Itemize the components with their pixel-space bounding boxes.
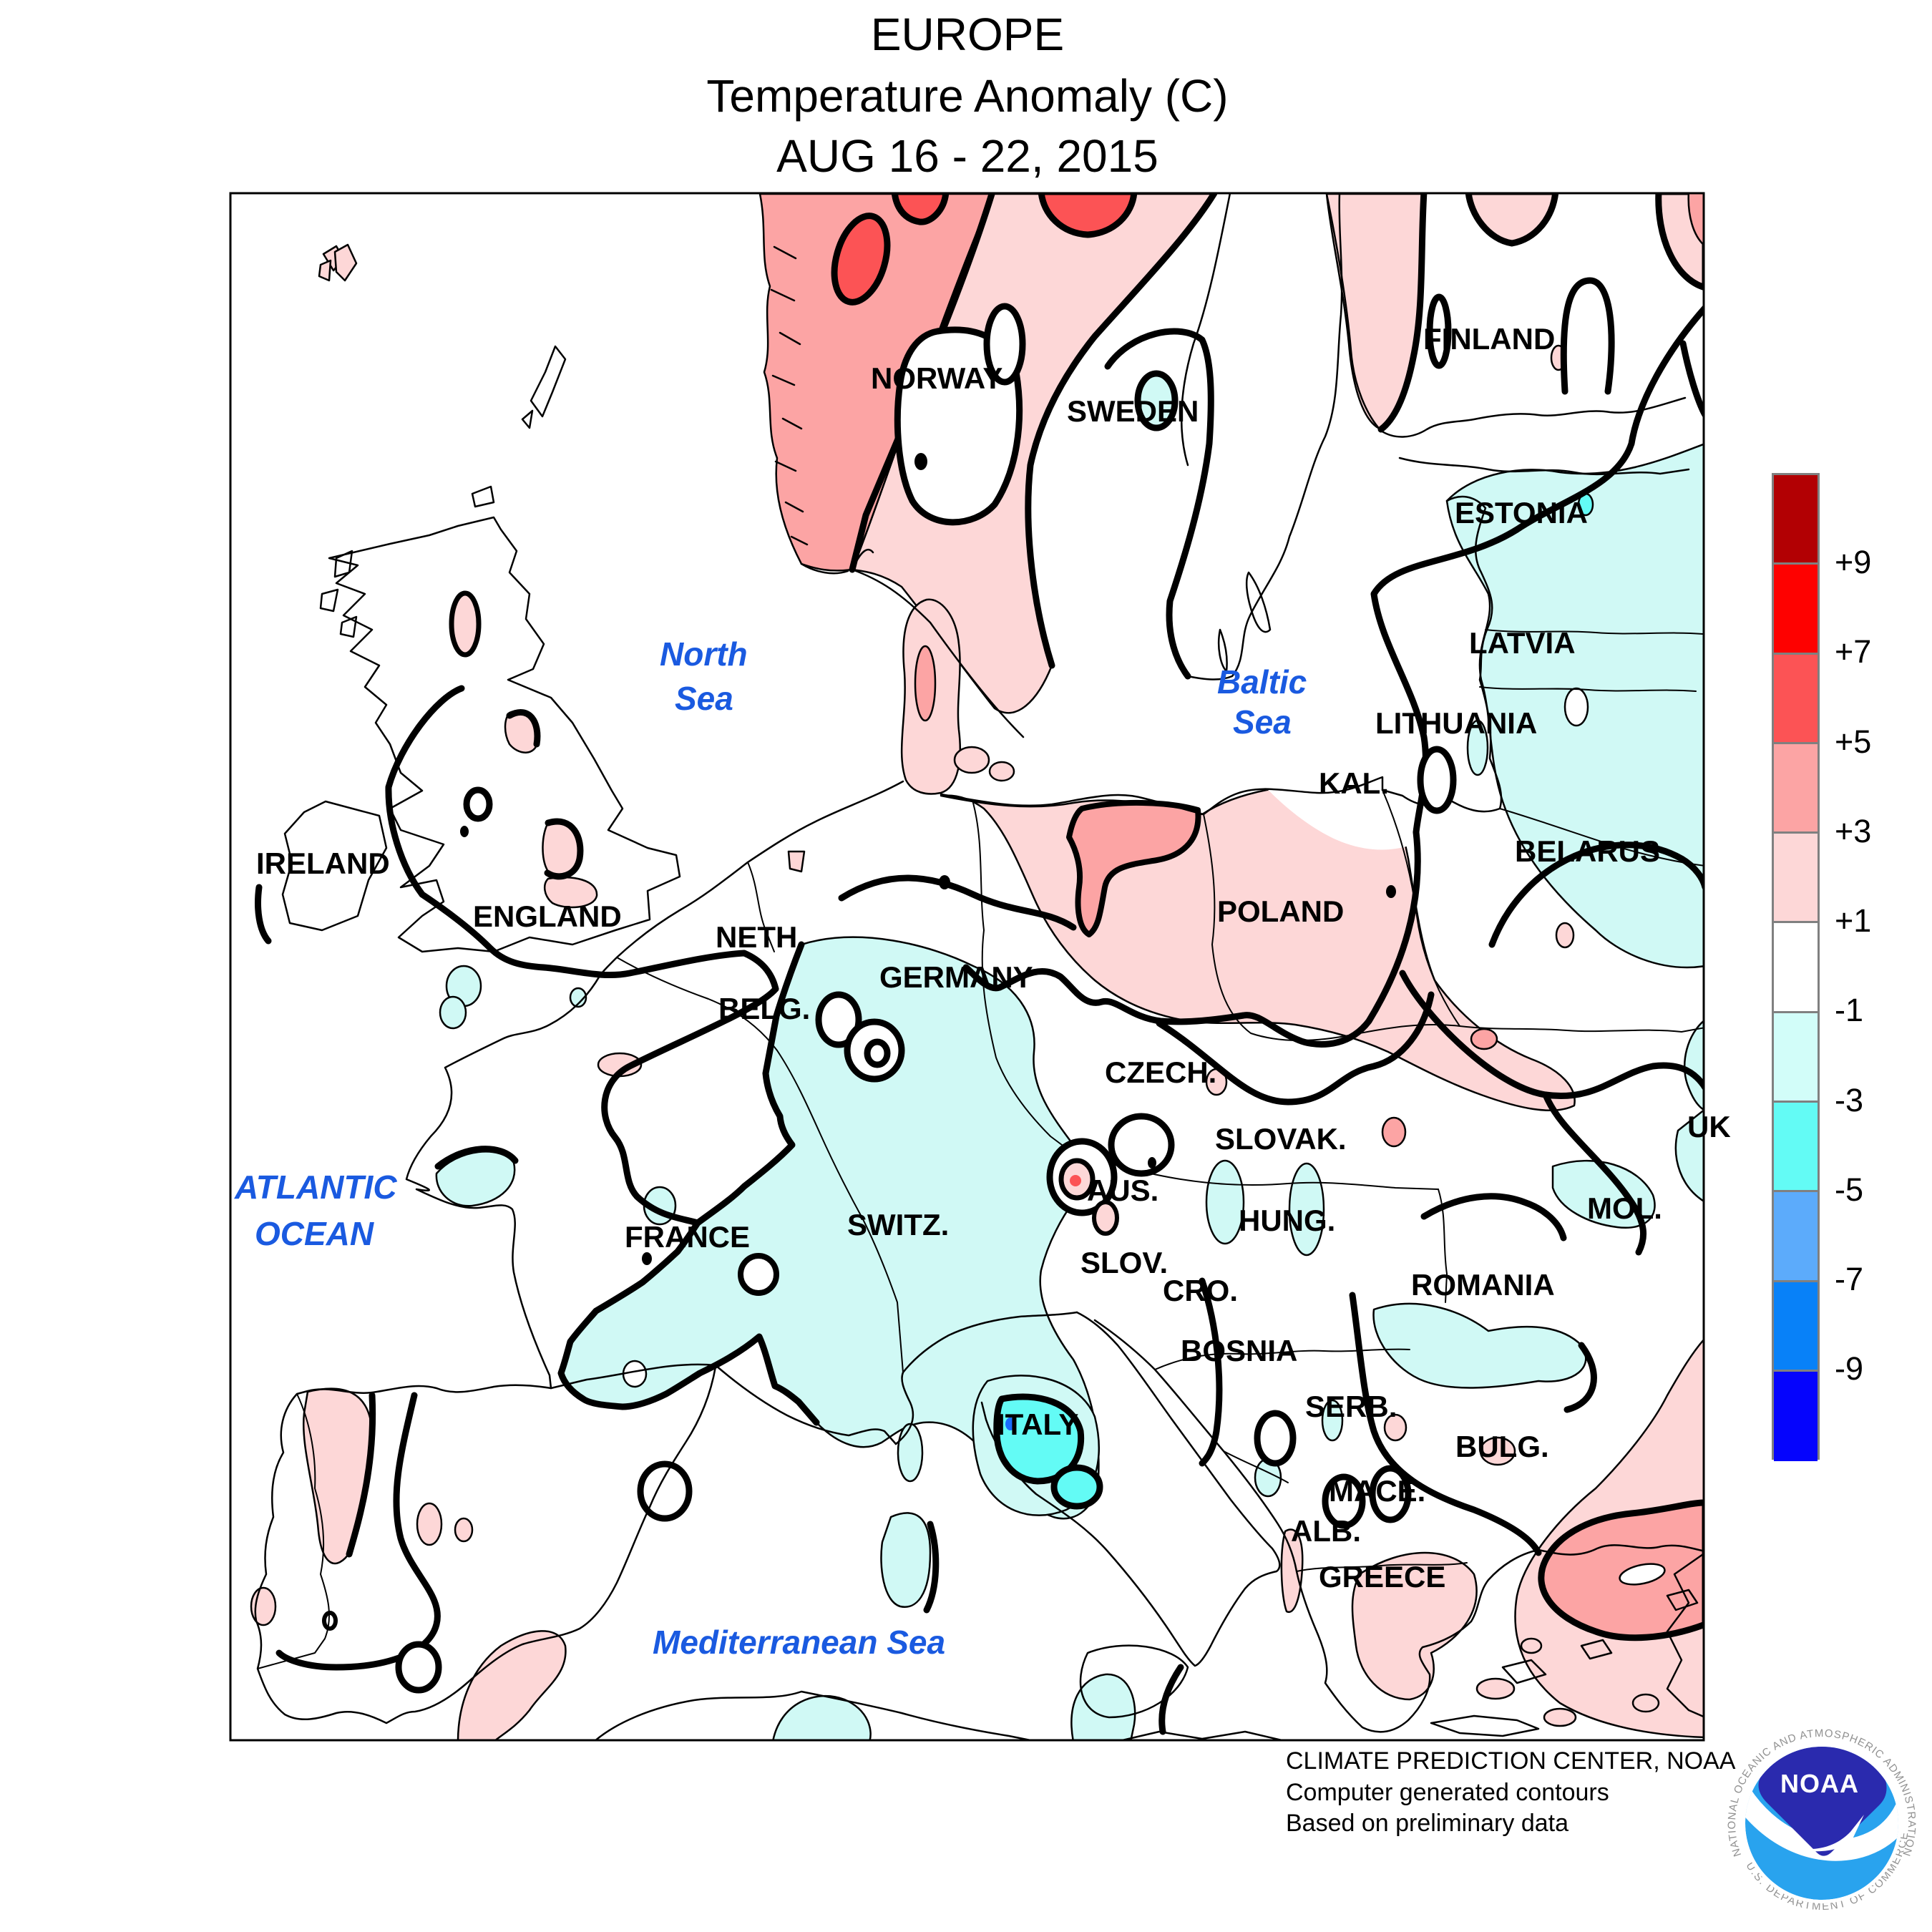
svg-text:North: North xyxy=(660,635,748,673)
svg-text:MACE.: MACE. xyxy=(1329,1474,1425,1508)
svg-text:Mediterranean Sea: Mediterranean Sea xyxy=(653,1624,945,1661)
svg-text:OCEAN: OCEAN xyxy=(255,1215,374,1252)
svg-text:BOSNIA: BOSNIA xyxy=(1181,1334,1297,1367)
svg-text:ESTONIA: ESTONIA xyxy=(1455,496,1588,530)
svg-text:SERB.: SERB. xyxy=(1305,1390,1397,1423)
svg-text:FRANCE: FRANCE xyxy=(625,1220,750,1254)
svg-text:UK: UK xyxy=(1687,1110,1731,1143)
svg-text:SLOVAK.: SLOVAK. xyxy=(1215,1122,1347,1156)
svg-text:SWITZ.: SWITZ. xyxy=(847,1208,949,1241)
svg-text:ENGLAND: ENGLAND xyxy=(473,899,622,933)
svg-text:LITHUANIA: LITHUANIA xyxy=(1375,706,1537,740)
svg-text:ALB.: ALB. xyxy=(1291,1514,1361,1548)
svg-text:SWEDEN: SWEDEN xyxy=(1067,394,1199,428)
svg-text:ATLANTIC: ATLANTIC xyxy=(234,1169,397,1206)
svg-text:BULG.: BULG. xyxy=(1455,1430,1549,1463)
svg-text:NETH.: NETH. xyxy=(716,920,806,954)
svg-text:GREECE: GREECE xyxy=(1319,1560,1445,1594)
svg-text:KAL.: KAL. xyxy=(1319,766,1389,800)
svg-text:CZECH.: CZECH. xyxy=(1105,1055,1216,1089)
svg-text:SLOV.: SLOV. xyxy=(1080,1246,1168,1279)
svg-text:NOAA: NOAA xyxy=(1780,1769,1859,1798)
svg-text:ROMANIA: ROMANIA xyxy=(1411,1268,1555,1302)
svg-text:FINLAND: FINLAND xyxy=(1423,322,1555,356)
svg-text:HUNG.: HUNG. xyxy=(1239,1204,1335,1237)
svg-text:AUS.: AUS. xyxy=(1087,1174,1158,1207)
svg-text:CRO.: CRO. xyxy=(1163,1274,1238,1307)
svg-text:MOL.: MOL. xyxy=(1587,1191,1662,1225)
svg-text:GERMANY: GERMANY xyxy=(879,960,1033,994)
svg-text:IRELAND: IRELAND xyxy=(256,847,390,880)
svg-text:Sea: Sea xyxy=(675,680,733,717)
svg-text:POLAND: POLAND xyxy=(1217,894,1344,928)
svg-text:Baltic: Baltic xyxy=(1217,663,1307,701)
svg-text:ITALY: ITALY xyxy=(997,1407,1078,1441)
svg-text:BELG.: BELG. xyxy=(718,992,810,1025)
svg-text:NORWAY: NORWAY xyxy=(871,361,1002,395)
svg-text:LATVIA: LATVIA xyxy=(1469,626,1576,660)
svg-text:Sea: Sea xyxy=(1233,703,1292,741)
svg-text:BELARUS: BELARUS xyxy=(1515,834,1660,868)
